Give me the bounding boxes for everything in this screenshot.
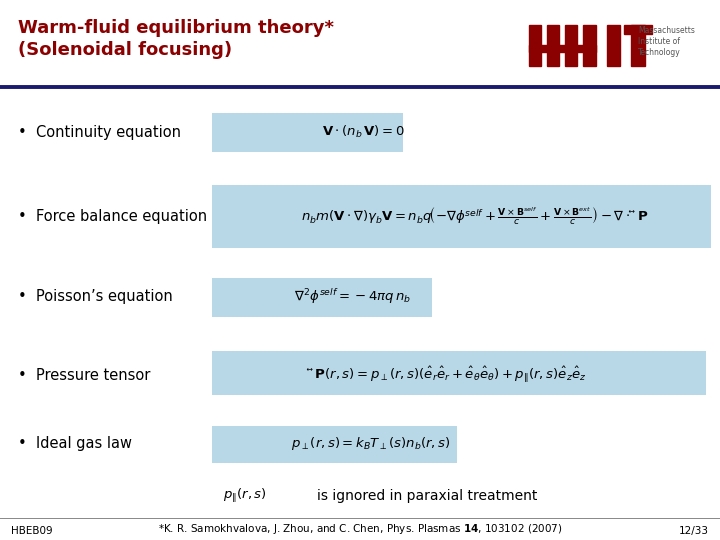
Bar bbox=[583, 25, 595, 66]
FancyBboxPatch shape bbox=[212, 426, 457, 463]
Bar bbox=[631, 25, 644, 66]
Bar bbox=[529, 25, 541, 66]
Text: HBEB09: HBEB09 bbox=[11, 525, 53, 536]
Text: $\nabla^2\phi^{self}=-4\pi q\,n_b$: $\nabla^2\phi^{self}=-4\pi q\,n_b$ bbox=[294, 287, 411, 306]
Text: $\overleftrightarrow{\mathbf{P}}(r,s)=p_\perp(r,s)(\hat{e}_r\hat{e}_r+\hat{e}_\t: $\overleftrightarrow{\mathbf{P}}(r,s)=p_… bbox=[306, 365, 587, 386]
Bar bbox=[624, 25, 652, 33]
Text: Warm-fluid equilibrium theory*
(Solenoidal focusing): Warm-fluid equilibrium theory* (Solenoid… bbox=[18, 19, 334, 59]
Bar bbox=[607, 25, 620, 66]
Bar bbox=[565, 25, 577, 66]
Text: $n_b m(\mathbf{V}\cdot\nabla)\gamma_b\mathbf{V}=n_b q\!\left(-\nabla\phi^{self}+: $n_b m(\mathbf{V}\cdot\nabla)\gamma_b\ma… bbox=[302, 205, 649, 227]
Text: Massachusetts
Institute of
Technology: Massachusetts Institute of Technology bbox=[638, 26, 695, 57]
Text: $\mathbf{V}\cdot(n_b\,\mathbf{V})=0$: $\mathbf{V}\cdot(n_b\,\mathbf{V})=0$ bbox=[323, 124, 405, 140]
FancyBboxPatch shape bbox=[212, 113, 403, 152]
Bar bbox=[529, 45, 595, 52]
Text: $p_\|(r,s)$: $p_\|(r,s)$ bbox=[223, 487, 266, 505]
Text: •  Poisson’s equation: • Poisson’s equation bbox=[18, 289, 173, 305]
Text: •  Continuity equation: • Continuity equation bbox=[18, 125, 181, 140]
Text: *K. R. Samokhvalova, J. Zhou, and C. Chen, Phys. Plasmas $\mathbf{14}$, 103102 (: *K. R. Samokhvalova, J. Zhou, and C. Che… bbox=[158, 522, 562, 536]
Text: 12/33: 12/33 bbox=[679, 525, 709, 536]
FancyBboxPatch shape bbox=[212, 278, 432, 317]
FancyBboxPatch shape bbox=[212, 351, 706, 395]
Text: •  Ideal gas law: • Ideal gas law bbox=[18, 436, 132, 451]
Text: $p_\perp(r,s)=k_B T_\perp(s)n_b(r,s)$: $p_\perp(r,s)=k_B T_\perp(s)n_b(r,s)$ bbox=[291, 435, 451, 453]
FancyBboxPatch shape bbox=[212, 185, 711, 248]
Text: is ignored in paraxial treatment: is ignored in paraxial treatment bbox=[317, 489, 537, 503]
Text: •  Pressure tensor: • Pressure tensor bbox=[18, 368, 150, 383]
Text: •  Force balance equation: • Force balance equation bbox=[18, 208, 207, 224]
Bar bbox=[547, 25, 559, 66]
